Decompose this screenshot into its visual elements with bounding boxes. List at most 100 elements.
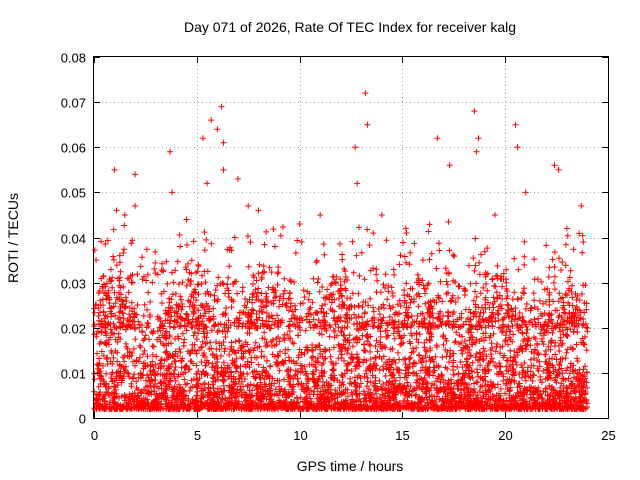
data-point: [476, 271, 483, 278]
data-point: [302, 372, 309, 379]
data-point: [372, 365, 379, 372]
data-point: [261, 241, 268, 248]
data-point: [193, 350, 200, 357]
data-point: [136, 354, 143, 361]
data-point: [489, 276, 496, 283]
data-point: [497, 385, 504, 392]
data-point: [130, 375, 137, 382]
data-point: [573, 317, 580, 324]
data-point: [401, 287, 408, 294]
data-point: [288, 278, 295, 285]
data-point: [163, 348, 170, 355]
data-point: [198, 359, 205, 366]
data-point: [408, 349, 415, 356]
data-point: [359, 359, 366, 366]
data-point: [182, 363, 189, 370]
data-point: [149, 352, 156, 359]
data-point: [537, 373, 544, 380]
data-point: [226, 263, 233, 270]
data-point: [107, 326, 114, 333]
data-point: [367, 348, 374, 355]
data-point: [390, 266, 397, 273]
data-point: [151, 265, 158, 272]
data-point: [302, 327, 309, 334]
data-point: [203, 236, 210, 243]
data-point: [492, 384, 499, 391]
data-point: [363, 357, 370, 364]
data-point: [339, 251, 346, 258]
data-point: [336, 240, 343, 247]
data-point: [524, 326, 531, 333]
data-point: [275, 334, 282, 341]
data-point: [380, 281, 387, 288]
data-point: [502, 338, 509, 345]
data-point: [267, 363, 274, 370]
data-point: [474, 369, 481, 376]
data-point: [563, 324, 570, 331]
data-point: [413, 336, 420, 343]
data-point: [488, 355, 495, 362]
data-point: [109, 274, 116, 281]
data-point: [557, 328, 564, 335]
data-point: [450, 350, 457, 357]
data-point: [136, 342, 143, 349]
data-point: [427, 337, 434, 344]
data-point: [367, 379, 374, 386]
data-point: [407, 354, 414, 361]
data-point: [423, 336, 430, 343]
data-point: [322, 355, 329, 362]
data-point: [172, 363, 179, 370]
data-point: [413, 330, 420, 337]
data-point: [329, 273, 336, 280]
data-point: [144, 353, 151, 360]
data-point: [214, 329, 221, 336]
data-point: [149, 343, 156, 350]
data-point: [212, 339, 219, 346]
data-point: [117, 268, 124, 275]
data-point: [521, 285, 528, 292]
data-point: [377, 334, 384, 341]
data-point: [205, 381, 212, 388]
data-point: [134, 301, 141, 308]
data-point: [206, 305, 213, 312]
data-point: [321, 251, 328, 258]
data-point: [394, 349, 401, 356]
data-point: [551, 273, 558, 280]
data-point: [466, 306, 473, 313]
data-point: [478, 251, 485, 258]
data-point: [198, 343, 205, 350]
data-point: [384, 296, 391, 303]
data-point: [95, 328, 102, 335]
data-point: [473, 293, 480, 300]
data-point: [159, 299, 166, 306]
data-point: [194, 268, 201, 275]
data-point: [419, 380, 426, 387]
data-point: [470, 255, 477, 262]
data-point: [225, 274, 232, 281]
data-point: [364, 334, 371, 341]
data-point: [102, 340, 109, 347]
data-point: [408, 332, 415, 339]
data-point: [250, 307, 257, 314]
data-point: [467, 334, 474, 341]
data-point: [518, 374, 525, 381]
data-point: [426, 221, 433, 228]
data-point: [295, 380, 302, 387]
data-point: [464, 385, 471, 392]
data-point: [471, 267, 478, 274]
data-point: [174, 258, 181, 265]
data-point: [276, 338, 283, 345]
data-point: [492, 283, 499, 290]
data-point: [103, 355, 110, 362]
data-point: [504, 301, 511, 308]
data-point: [490, 358, 497, 365]
data-point: [260, 364, 267, 371]
data-point: [416, 376, 423, 383]
data-point: [583, 347, 590, 354]
data-point: [245, 381, 252, 388]
data-point: [176, 231, 183, 238]
data-point: [373, 271, 380, 278]
data-point: [563, 349, 570, 356]
data-point: [274, 270, 281, 277]
data-point: [396, 261, 403, 268]
